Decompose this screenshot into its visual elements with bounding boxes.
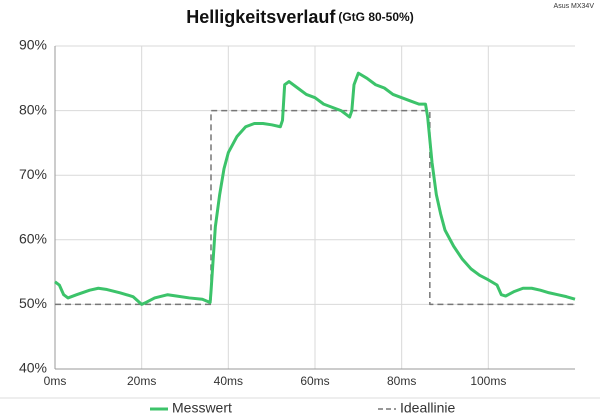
annotation: Asus MX34V	[554, 3, 595, 10]
chart-subtitle: (GtG 80-50%)	[338, 10, 413, 24]
chart-title: Helligkeitsverlauf	[186, 7, 336, 27]
x-tick-label: 20ms	[127, 374, 156, 388]
y-tick-label: 60%	[19, 231, 47, 247]
series-line	[55, 109, 575, 306]
legend-label: Ideallinie	[400, 400, 455, 416]
x-tick-label: 60ms	[300, 374, 329, 388]
x-tick-label: 80ms	[387, 374, 416, 388]
chart-title-group: Helligkeitsverlauf (GtG 80-50%)	[186, 7, 413, 27]
series-line	[54, 71, 576, 306]
x-tick-label: 40ms	[214, 374, 243, 388]
x-tick-label: 0ms	[44, 374, 67, 388]
y-tick-label: 90%	[19, 37, 47, 53]
x-tick-label: 100ms	[470, 374, 506, 388]
y-tick-label: 50%	[19, 295, 47, 311]
y-tick-label: 70%	[19, 166, 47, 182]
y-tick-label: 80%	[19, 101, 47, 117]
legend-label: Messwert	[172, 400, 232, 416]
y-tick-label: 40%	[19, 360, 47, 376]
